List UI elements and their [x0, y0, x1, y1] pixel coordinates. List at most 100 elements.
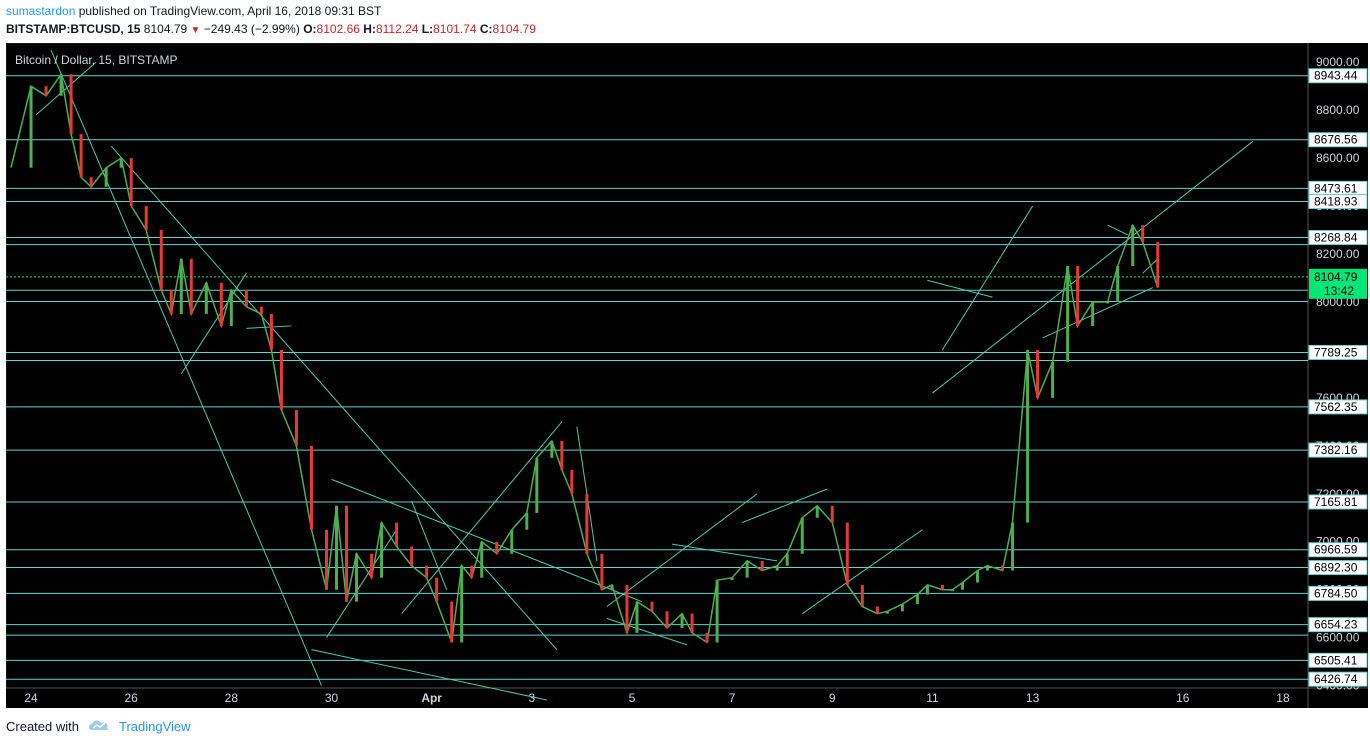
candle — [69, 74, 73, 135]
current-price-badge — [1309, 268, 1367, 299]
price-series-line — [10, 72, 1159, 644]
tradingview-link[interactable]: TradingView — [118, 719, 191, 734]
candle — [1131, 225, 1135, 266]
footer: Created with TradingView — [6, 718, 191, 735]
down-arrow-icon: ▼ — [190, 25, 201, 36]
candle — [104, 167, 108, 187]
x-tick-label: 11 — [926, 691, 939, 705]
candle — [1001, 565, 1005, 571]
candle — [450, 601, 454, 643]
publish-info: sumastardon published on TradingView.com… — [6, 4, 381, 18]
y-tick-label: 9000.00 — [1316, 55, 1360, 69]
price-chart[interactable]: 9000.008800.008600.008400.008200.008000.… — [6, 43, 1368, 708]
trend-line — [331, 478, 643, 603]
candle — [690, 613, 694, 633]
candle — [745, 560, 749, 578]
close-value: 8104.79 — [492, 22, 536, 36]
candle — [119, 158, 123, 168]
trend-line — [411, 500, 448, 590]
candle — [259, 306, 263, 314]
price-label-box — [1308, 585, 1368, 601]
candle — [495, 541, 499, 554]
candle — [510, 529, 514, 554]
candle — [355, 553, 359, 602]
candle — [144, 206, 148, 231]
price-label: 7789.25 — [1314, 345, 1358, 359]
tradingview-logo-icon[interactable] — [87, 718, 111, 735]
trend-line — [50, 49, 322, 686]
price-label: 8268.84 — [1314, 230, 1358, 244]
candle — [715, 580, 719, 643]
candle — [1026, 349, 1030, 523]
trend-line — [180, 272, 247, 375]
price-label-box — [1308, 652, 1368, 668]
candle — [1091, 301, 1095, 326]
candle — [229, 289, 233, 326]
candle — [1051, 361, 1055, 398]
candle — [169, 289, 173, 314]
chart-area[interactable]: 9000.008800.008600.008400.008200.008000.… — [6, 43, 1368, 708]
candle — [1116, 265, 1120, 302]
ohlc-bar: BITSTAMP:BTCUSD, 15 8104.79 ▼ −249.43 (−… — [6, 22, 536, 36]
candle — [309, 445, 313, 530]
price-label-box — [1308, 194, 1368, 210]
candle — [1036, 349, 1040, 398]
price-change: −249.43 (−2.99%) — [203, 22, 300, 36]
candle — [635, 601, 639, 633]
price-label-box — [1308, 229, 1368, 245]
trend-line — [671, 543, 778, 562]
candle — [785, 553, 789, 566]
author-link[interactable]: sumastardon — [6, 4, 76, 18]
candle — [1076, 265, 1080, 326]
candle — [975, 570, 979, 583]
candle — [760, 560, 764, 571]
trend-line — [1042, 287, 1153, 339]
trend-line — [741, 488, 828, 524]
candle — [294, 409, 298, 446]
high-value: 8112.24 — [375, 22, 419, 36]
candle — [89, 177, 93, 187]
x-tick-label: 30 — [325, 691, 339, 705]
candle — [845, 522, 849, 585]
price-label: 7382.16 — [1314, 443, 1358, 457]
candle — [705, 632, 709, 643]
candle — [915, 594, 919, 605]
countdown-label: 13:42 — [1324, 284, 1354, 298]
candle — [815, 505, 819, 518]
candle — [525, 512, 529, 530]
candle — [44, 86, 48, 96]
price-label: 8473.61 — [1314, 181, 1358, 195]
price-label-box — [1308, 399, 1368, 415]
candle — [269, 313, 273, 350]
price-label: 6784.50 — [1314, 586, 1358, 600]
low-value: 8101.74 — [433, 22, 477, 36]
candle — [730, 577, 734, 581]
trend-line — [932, 140, 1254, 394]
candle — [219, 282, 223, 326]
x-tick-label: 28 — [225, 691, 239, 705]
price-label: 6966.59 — [1314, 543, 1358, 557]
candle — [470, 565, 474, 578]
candle — [570, 469, 574, 494]
trend-line — [326, 529, 398, 638]
trend-line — [35, 61, 97, 116]
price-label-box — [1308, 617, 1368, 633]
candle — [79, 134, 83, 178]
y-tick-label: 8600.00 — [1316, 151, 1360, 165]
x-tick-label: Apr — [421, 691, 442, 705]
candle — [29, 86, 33, 168]
candle — [1011, 522, 1015, 571]
candle — [535, 457, 539, 513]
candle — [395, 522, 399, 547]
candle — [625, 584, 629, 633]
price-label-box — [1308, 671, 1368, 687]
trend-line — [1107, 224, 1128, 236]
candle — [59, 74, 63, 96]
trend-line — [246, 325, 292, 329]
price-label-box — [1308, 494, 1368, 510]
candle — [480, 541, 484, 578]
trend-line — [927, 279, 993, 298]
x-tick-label: 7 — [729, 691, 736, 705]
candle — [129, 158, 133, 207]
x-tick-label: 26 — [125, 691, 139, 705]
